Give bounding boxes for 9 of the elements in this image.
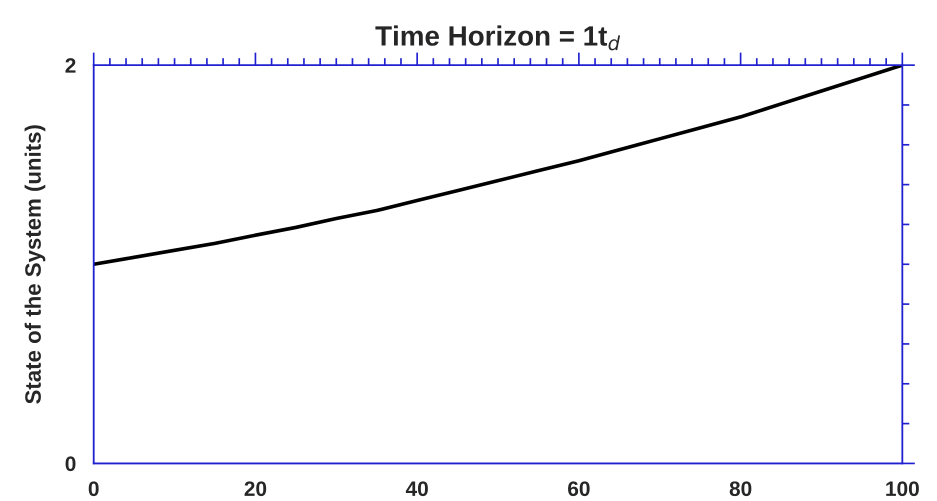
x-tick-label: 40 (406, 481, 428, 496)
x-tick-label: 0 (88, 481, 99, 496)
x-tick-label: 60 (568, 481, 590, 496)
chart-title: Time Horizon = 1t$_{d}$ (375, 25, 620, 50)
x-tick-label: 100 (886, 481, 919, 496)
y-tick-label: 2 (65, 58, 76, 73)
x-tick-label: 80 (730, 481, 752, 496)
y-axis-title: State of the System (units) (24, 125, 46, 404)
x-tick-label: 20 (244, 481, 266, 496)
